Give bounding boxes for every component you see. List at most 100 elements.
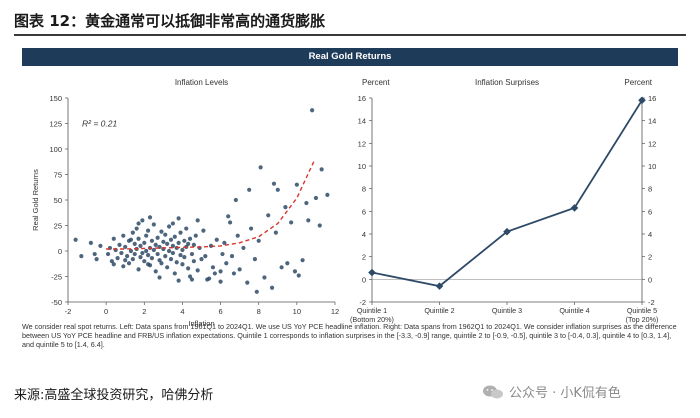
scatter-point [146,252,151,258]
scatter-point [168,237,174,242]
scatter-point [207,276,212,281]
scatter-point [258,165,263,170]
y-tick-label-left: 10 [358,162,366,171]
watermark-text: 公众号 · 小K侃有色 [509,386,621,401]
scatter-point [237,267,242,272]
scatter-point [142,259,147,264]
x-tick-label: 12 [331,307,339,316]
data-point-marker [435,282,444,290]
scatter-point [119,250,124,256]
scatter-point [254,289,259,294]
y-tick-label-right: 0 [648,275,652,284]
scatter-point [294,182,299,187]
scatter-point [313,195,319,201]
scatter-point [325,192,330,197]
scatter-point [79,254,84,259]
y-tick-label-right: 2 [648,253,652,262]
scatter-point [178,230,183,235]
y-tick-label-right: 12 [648,139,656,148]
scatter-point [128,248,134,254]
scatter-point [283,205,288,210]
scatter-point [132,241,137,246]
scatter-point [289,220,294,225]
y-tick-label: 125 [49,120,62,129]
series-line [371,99,643,288]
scatter-point [172,234,177,239]
scatter-point [170,250,175,256]
scatter-point [149,238,155,243]
trend-line [106,160,315,250]
scatter-point [170,243,175,248]
x-tick-label: 8 [257,307,261,316]
scatter-point [88,240,93,245]
scatter-point [279,265,284,270]
y-tick-label-right: 16 [648,94,656,103]
scatter-point [262,275,267,280]
y-tick-label-left: 12 [358,139,366,148]
scatter-point [226,214,231,219]
x-category-label: (Top 20%) [626,315,659,324]
y-tick-label-left: 16 [358,94,366,103]
scatter-point [73,237,78,242]
scatter-point [201,228,206,233]
scatter-point [210,265,216,270]
line-chart-title: Inflation Surprises [475,78,539,87]
scatter-point [182,238,187,243]
y-tick-label-left: 8 [362,185,366,194]
scatter-point [203,254,208,259]
title-divider [14,34,686,36]
scatter-point [176,240,181,245]
scatter-point [191,259,196,264]
y-tick-label-right: 4 [648,230,652,239]
scatter-point [94,257,99,262]
scatter-point [191,242,196,247]
scatter-point [222,240,227,245]
scatter-point [159,229,164,234]
scatter-point [149,256,155,261]
scatter-point [157,275,162,280]
scatter-point [153,269,158,274]
scatter-point [140,250,145,256]
scatter-point [228,220,233,225]
x-tick-label: 6 [218,307,222,316]
scatter-point [111,236,116,241]
scatter-point [172,271,177,276]
scatter-point [136,267,141,272]
scatter-point [292,269,298,274]
scatter-point [306,218,311,223]
scatter-point [130,257,135,262]
scatter-point [174,260,179,265]
scatter-point [134,226,139,231]
data-point-marker [368,268,376,277]
x-tick-label: -2 [65,307,72,316]
scatter-point [186,266,191,271]
scatter-point [212,271,217,276]
scatter-point [117,242,122,247]
scatter-point [187,274,193,279]
x-tick-label: 2 [142,307,146,316]
scatter-point [195,268,200,273]
y-tick-label: -50 [51,298,62,307]
scatter-point [166,248,172,254]
scatter-point [235,233,240,238]
scatter-point [130,230,135,235]
y-tick-label-left: 4 [362,230,366,239]
scatter-point [168,257,174,262]
scatter-point [136,221,141,226]
scatter-point [111,262,116,267]
scatter-point [233,197,238,203]
scatter-point [147,215,153,220]
scatter-point [163,254,168,259]
scatter-title: Inflation Levels [175,78,228,87]
x-category-label: (Bottom 20%) [350,315,394,324]
y-tick-label-left: 6 [362,207,366,216]
y-tick-label-right: 8 [648,185,652,194]
scatter-point [125,254,130,259]
scatter-point [189,277,195,282]
scatter-point [241,245,246,251]
y-tick-label: -25 [51,273,62,282]
scatter-point [146,262,151,267]
scatter-point [252,257,257,262]
scatter-point [218,279,223,284]
scatter-point [275,187,280,192]
